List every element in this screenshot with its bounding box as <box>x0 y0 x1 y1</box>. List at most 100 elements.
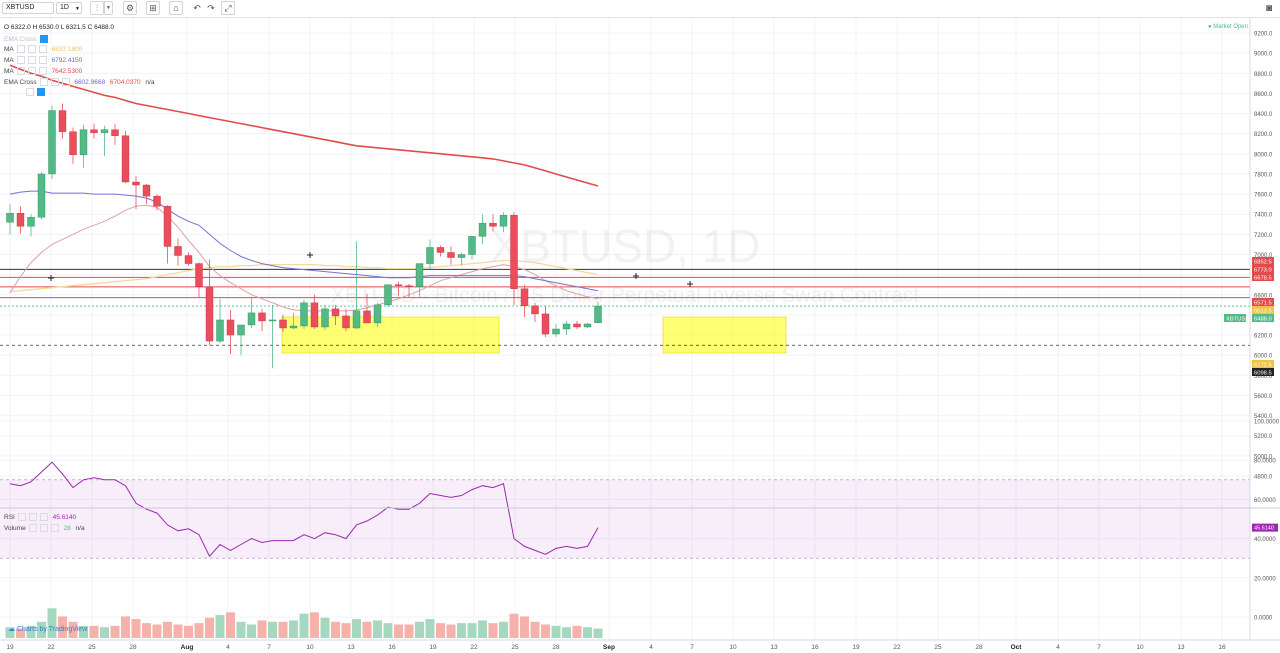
candle-body <box>520 288 529 307</box>
candle-body <box>121 135 130 183</box>
candle <box>447 246 455 265</box>
eye-icon[interactable] <box>39 35 48 43</box>
candle-body <box>342 315 350 329</box>
settings-icon[interactable] <box>27 67 36 75</box>
ma3-label: MA <box>4 67 14 75</box>
date-tick-label: 7 <box>690 644 694 651</box>
legend-rsi[interactable]: RSI 45.6140 <box>4 513 79 521</box>
candle-body <box>499 215 508 227</box>
date-tick-label: 19 <box>429 644 437 651</box>
camera-icon[interactable]: ◙ <box>1262 1 1276 15</box>
price-tag: 6172.5 <box>1252 360 1274 369</box>
candle-body <box>237 324 245 336</box>
candle <box>510 212 518 305</box>
candle <box>457 252 466 266</box>
price-tag-text: 6678.5 <box>1254 276 1272 282</box>
close-icon[interactable] <box>38 56 47 64</box>
volume-label: Volume <box>4 524 26 532</box>
legend-volume[interactable]: Volume 28 n/a <box>4 524 88 532</box>
gear-icon[interactable]: ⚙ <box>123 1 137 15</box>
eye-icon[interactable] <box>16 67 25 75</box>
volume-bar <box>457 623 466 638</box>
candle <box>48 105 56 179</box>
date-tick-label: 22 <box>47 644 55 651</box>
date-tick-label: 25 <box>88 644 96 651</box>
candle <box>426 239 434 269</box>
candle-body <box>394 284 403 286</box>
visibility-icon[interactable] <box>37 88 45 96</box>
settings-icon[interactable] <box>27 45 36 53</box>
date-tick-label: 28 <box>552 644 560 651</box>
settings-icon[interactable] <box>50 78 59 86</box>
alert-icon[interactable]: ⌂ <box>169 1 183 15</box>
candle-body <box>205 286 214 342</box>
candle <box>520 284 529 317</box>
ema-cross-2-label: EMA Cross <box>4 78 37 86</box>
close-icon[interactable] <box>39 513 48 521</box>
settings-icon[interactable] <box>39 524 48 532</box>
candle <box>226 309 235 355</box>
legend-ema-cross-1[interactable]: EMA Cross <box>4 35 51 43</box>
price-tag-bg <box>1252 368 1274 376</box>
candle-body <box>415 263 424 287</box>
watermark-description: XBTUSD · Bitcoin / US Dollar Perpetual I… <box>331 284 919 307</box>
date-tick-label: 13 <box>770 644 778 651</box>
settings-icon[interactable] <box>28 513 37 521</box>
rsi-pane: 100.0000 80.0000 60.0000 40.0000 20.0000 0.00… <box>0 420 1280 638</box>
ma2-label: MA <box>4 56 14 64</box>
cross-marker-icon <box>633 273 639 279</box>
price-tick-label: 7800.0 <box>1254 172 1273 178</box>
ohlc-values: O 6322.0 H 6530.0 L 6321.5 C 6488.0 <box>4 24 114 31</box>
settings-icon[interactable] <box>27 56 36 64</box>
candle-body <box>174 246 182 256</box>
candle-body <box>300 302 308 327</box>
date-tick-label: 10 <box>306 644 314 651</box>
fullscreen-icon[interactable]: ⤢ <box>221 1 235 15</box>
close-icon[interactable] <box>61 78 70 86</box>
legend-hidden-indicator[interactable] <box>4 88 48 96</box>
legend-ma3[interactable]: MA 7642.5300 <box>4 67 85 75</box>
price-tag: 6678.5 <box>1252 273 1274 282</box>
price-tick-label: 8400.0 <box>1254 112 1273 118</box>
volume-bar <box>121 616 130 638</box>
eye-icon[interactable] <box>17 513 26 521</box>
candle <box>132 175 140 210</box>
undo-icon[interactable]: ↶ <box>190 1 204 15</box>
legend-ma2[interactable]: MA 6792.4150 <box>4 56 85 64</box>
price-tag-bg <box>1252 257 1274 265</box>
tradingview-branding[interactable]: ☁ Charts by TradingView <box>8 625 87 633</box>
eye-icon[interactable] <box>39 78 48 86</box>
date-tick-label: 28 <box>975 644 983 651</box>
volume-bar <box>247 624 256 638</box>
candle <box>436 245 445 257</box>
legend-ema-cross-2[interactable]: EMA Cross 6602.9668 6704.0370 n/a <box>4 78 157 86</box>
close-icon[interactable] <box>50 524 59 532</box>
volume-bar <box>509 613 519 638</box>
price-tag-bg <box>1252 306 1274 314</box>
eye-icon[interactable] <box>16 45 25 53</box>
candle <box>100 125 109 156</box>
volume-bar <box>278 621 288 638</box>
candle <box>279 314 287 333</box>
candle <box>478 214 487 245</box>
volume-bar <box>583 627 592 638</box>
candle-style-icon[interactable]: ⫶ <box>90 1 104 15</box>
indicators-icon[interactable]: ⊞ <box>146 1 160 15</box>
redo-icon[interactable]: ↷ <box>204 1 218 15</box>
close-icon[interactable] <box>38 45 47 53</box>
rsi-tick-label: 80.0000 <box>1254 459 1276 465</box>
date-tick-label: 10 <box>1136 644 1144 651</box>
bar-style-chevron-icon[interactable]: ▼ <box>104 1 113 15</box>
volume-bar <box>562 627 571 638</box>
legend-ma1[interactable]: MA 6837.1800 <box>4 45 85 53</box>
close-icon[interactable] <box>38 67 47 75</box>
symbol-search[interactable]: XBTUSD <box>2 2 54 14</box>
date-tick-label: 10 <box>729 644 737 651</box>
candle-body <box>279 319 287 329</box>
price-tag: XBTUSD <box>1224 314 1250 323</box>
interval-selector[interactable]: 1D ▼ <box>56 2 82 14</box>
eye-icon[interactable] <box>28 524 37 532</box>
eye-icon[interactable] <box>26 88 34 96</box>
eye-icon[interactable] <box>16 56 25 64</box>
